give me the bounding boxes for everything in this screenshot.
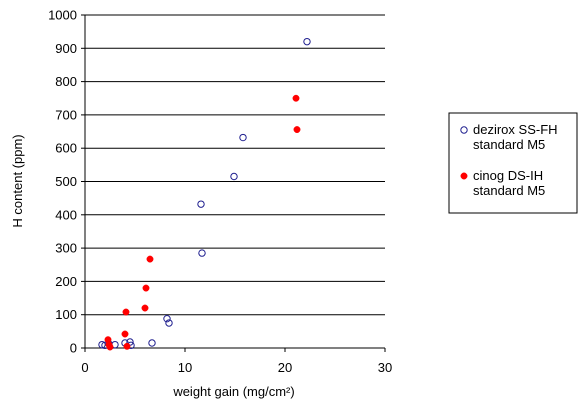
data-point (163, 314, 171, 323)
legend-label: standard M5 (473, 137, 545, 152)
data-point (148, 339, 156, 347)
data-point (197, 200, 205, 208)
x-tick-label: 30 (378, 360, 392, 375)
data-point (239, 133, 247, 142)
data-point (146, 255, 154, 263)
x-tick-label: 0 (81, 360, 88, 375)
data-point (303, 37, 311, 46)
data-point (198, 249, 206, 257)
y-tick-label: 0 (70, 341, 77, 356)
y-tick-label: 900 (55, 41, 77, 56)
y-tick-label: 100 (55, 307, 77, 322)
legend-label: standard M5 (473, 183, 545, 198)
series-1 (98, 37, 311, 350)
tick-labels: 0 100 200 300 400 500 600 700 800 900 1000 0 10 20 30 (48, 8, 392, 376)
data-point (106, 343, 114, 351)
y-tick-label: 200 (55, 274, 77, 289)
data-point (293, 126, 301, 134)
legend-label: dezirox SS-FH (473, 122, 558, 137)
y-tick-label: 300 (55, 241, 77, 256)
data-points (98, 37, 311, 351)
x-tick-label: 20 (278, 360, 292, 375)
legend-label: cinog DS-IH (473, 168, 543, 183)
data-point (165, 319, 173, 327)
axes-layer (81, 14, 386, 352)
legend-marker (460, 172, 468, 180)
y-tick-label: 500 (55, 174, 77, 189)
grid-layer (85, 14, 385, 316)
series-2 (104, 94, 301, 351)
data-point (121, 330, 129, 338)
y-tick-label: 800 (55, 74, 77, 89)
y-axis-title: H content (ppm) (10, 134, 25, 227)
data-point (123, 342, 131, 350)
y-tick-label: 1000 (48, 8, 77, 23)
data-point (230, 172, 238, 181)
data-point (141, 304, 149, 312)
y-tick-label: 400 (55, 207, 77, 222)
legend-marker (460, 126, 468, 134)
legend-box (448, 112, 578, 214)
x-tick-label: 10 (178, 360, 192, 375)
x-axis-title: weight gain (mg/cm²) (172, 384, 294, 399)
y-tick-label: 700 (55, 107, 77, 122)
data-point (292, 94, 300, 102)
data-point (142, 284, 150, 292)
y-tick-label: 600 (55, 141, 77, 156)
data-point (98, 340, 106, 349)
data-point (122, 308, 130, 316)
